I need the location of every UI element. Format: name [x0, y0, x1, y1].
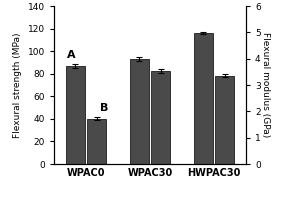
Text: A: A — [67, 50, 76, 60]
Bar — [215, 76, 235, 164]
Bar — [87, 119, 106, 164]
Text: B: B — [100, 103, 109, 113]
Y-axis label: Flexural modulus (GPa): Flexural modulus (GPa) — [262, 32, 271, 138]
Bar — [151, 71, 170, 164]
Bar — [65, 66, 85, 164]
Bar — [194, 33, 213, 164]
Y-axis label: Flexural strength (MPa): Flexural strength (MPa) — [13, 32, 22, 138]
Bar — [130, 59, 149, 164]
